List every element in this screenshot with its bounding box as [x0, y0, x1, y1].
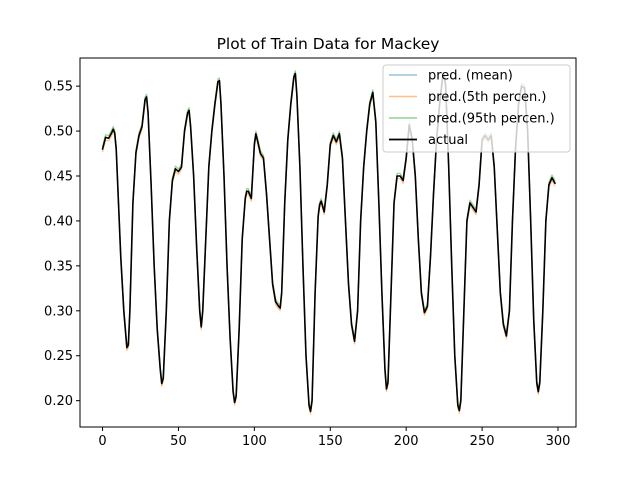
- y-tick-label: 0.50: [44, 125, 73, 140]
- x-tick-label: 200: [394, 434, 419, 449]
- y-tick-label: 0.20: [44, 394, 73, 409]
- chart-title: Plot of Train Data for Mackey: [217, 35, 440, 53]
- y-tick-label: 0.45: [44, 169, 73, 184]
- x-tick-label: 150: [318, 434, 343, 449]
- series-layer: [101, 70, 556, 415]
- x-tick-label: 250: [470, 434, 495, 449]
- legend-label-mean: pred. (mean): [428, 69, 513, 84]
- y-tick-label: 0.55: [44, 80, 73, 95]
- y-tick-label: 0.30: [44, 304, 73, 319]
- y-tick-label: 0.40: [44, 214, 73, 229]
- legend-label-p5: pred.(5th percen.): [428, 90, 546, 105]
- legend-label-p95: pred.(95th percen.): [428, 112, 555, 127]
- x-tick-label: 300: [546, 434, 571, 449]
- y-tick-label: 0.35: [44, 259, 73, 274]
- x-axis: 0 50 100 150 200 250 300: [98, 427, 570, 449]
- y-tick-label: 0.25: [44, 349, 73, 364]
- legend-box: [382, 64, 571, 153]
- x-tick-label: 100: [242, 434, 267, 449]
- series-line-actual: [101, 72, 556, 413]
- plot-frame: [79, 57, 577, 428]
- y-axis: 0.20 0.25 0.30 0.35 0.40 0.45 0.50 0.55: [44, 80, 80, 409]
- x-tick-label: 50: [170, 434, 187, 449]
- legend-label-actual: actual: [428, 133, 468, 148]
- x-tick-label: 0: [98, 434, 106, 449]
- legend: pred. (mean) pred.(5th percen.) pred.(95th…: [382, 64, 571, 153]
